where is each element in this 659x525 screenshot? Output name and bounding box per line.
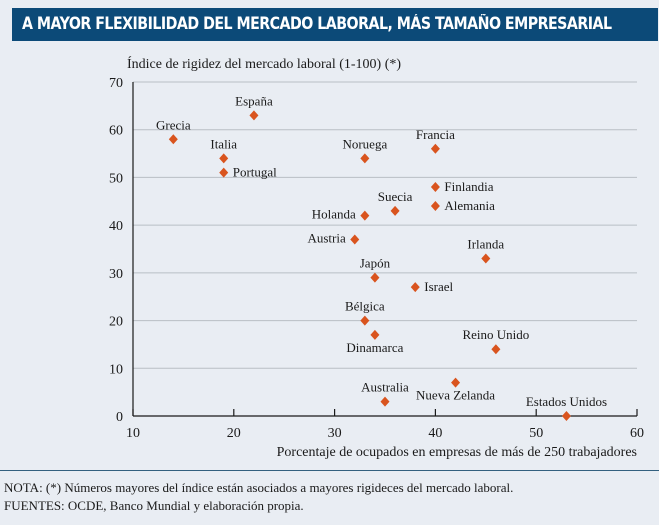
- point-label: Alemania: [444, 198, 495, 213]
- y-axis-label: Índice de rigidez del mercado laboral (1…: [127, 55, 401, 72]
- note-text: NOTA: (*) Números mayores del índice est…: [4, 480, 514, 495]
- y-tick-label: 0: [116, 410, 123, 425]
- data-point: [451, 377, 461, 388]
- data-point: [430, 181, 440, 192]
- point-label: Holanda: [312, 207, 356, 222]
- point-label: Suecia: [378, 189, 413, 204]
- data-point: [370, 329, 380, 340]
- data-point: [249, 110, 259, 121]
- point-label: Italia: [210, 136, 237, 151]
- x-tick-label: 50: [529, 426, 543, 441]
- point-label: Australia: [361, 380, 409, 395]
- point-label: Austria: [307, 230, 346, 245]
- data-point: [491, 344, 501, 355]
- y-tick-label: 20: [109, 315, 123, 330]
- data-point: [481, 253, 491, 264]
- x-tick-label: 40: [428, 426, 442, 441]
- y-tick-label: 70: [109, 76, 123, 91]
- y-tick-label: 50: [109, 171, 123, 186]
- point-label: Bélgica: [345, 299, 385, 314]
- point-label: Israel: [424, 279, 453, 294]
- chart-title: A MAYOR FLEXIBILIDAD DEL MERCADO LABORAL…: [22, 14, 612, 33]
- data-point: [410, 282, 420, 293]
- point-label: Portugal: [233, 165, 277, 180]
- y-tick-label: 60: [109, 124, 123, 139]
- point-label: Reino Unido: [462, 327, 529, 342]
- point-label: España: [235, 93, 273, 108]
- point-label: Nueva Zelanda: [416, 388, 495, 403]
- data-point: [370, 272, 380, 283]
- y-tick-label: 40: [109, 219, 123, 234]
- data-point: [168, 134, 178, 145]
- point-label: Dinamarca: [346, 340, 403, 355]
- x-tick-label: 10: [126, 426, 140, 441]
- sources-text: FUENTES: OCDE, Banco Mundial y elaboraci…: [4, 498, 304, 513]
- point-label: Estados Unidos: [526, 394, 607, 409]
- data-point: [360, 210, 370, 221]
- y-tick-label: 10: [109, 362, 123, 377]
- data-point: [390, 205, 400, 216]
- y-tick-label: 30: [109, 267, 123, 282]
- title-bar: A MAYOR FLEXIBILIDAD DEL MERCADO LABORAL…: [12, 8, 658, 41]
- data-point: [380, 396, 390, 407]
- data-point: [219, 153, 229, 164]
- x-tick-label: 60: [630, 426, 644, 441]
- point-label: Noruega: [342, 136, 387, 151]
- point-label: Japón: [360, 256, 391, 271]
- data-point: [350, 234, 360, 245]
- point-label: Francia: [416, 127, 455, 142]
- scatter-chart: Índice de rigidez del mercado laboral (1…: [109, 55, 644, 460]
- x-axis-label: Porcentaje de ocupados en empresas de má…: [277, 445, 637, 460]
- point-label: Finlandia: [444, 179, 493, 194]
- point-label: Grecia: [156, 117, 191, 132]
- data-point: [430, 201, 440, 212]
- data-point: [561, 411, 571, 421]
- x-tick-label: 20: [227, 426, 241, 441]
- data-point: [219, 167, 229, 178]
- data-point: [430, 143, 440, 154]
- data-point: [360, 315, 370, 326]
- x-tick-label: 30: [328, 426, 342, 441]
- data-point: [360, 153, 370, 164]
- point-label: Irlanda: [467, 237, 504, 252]
- divider: [0, 470, 659, 471]
